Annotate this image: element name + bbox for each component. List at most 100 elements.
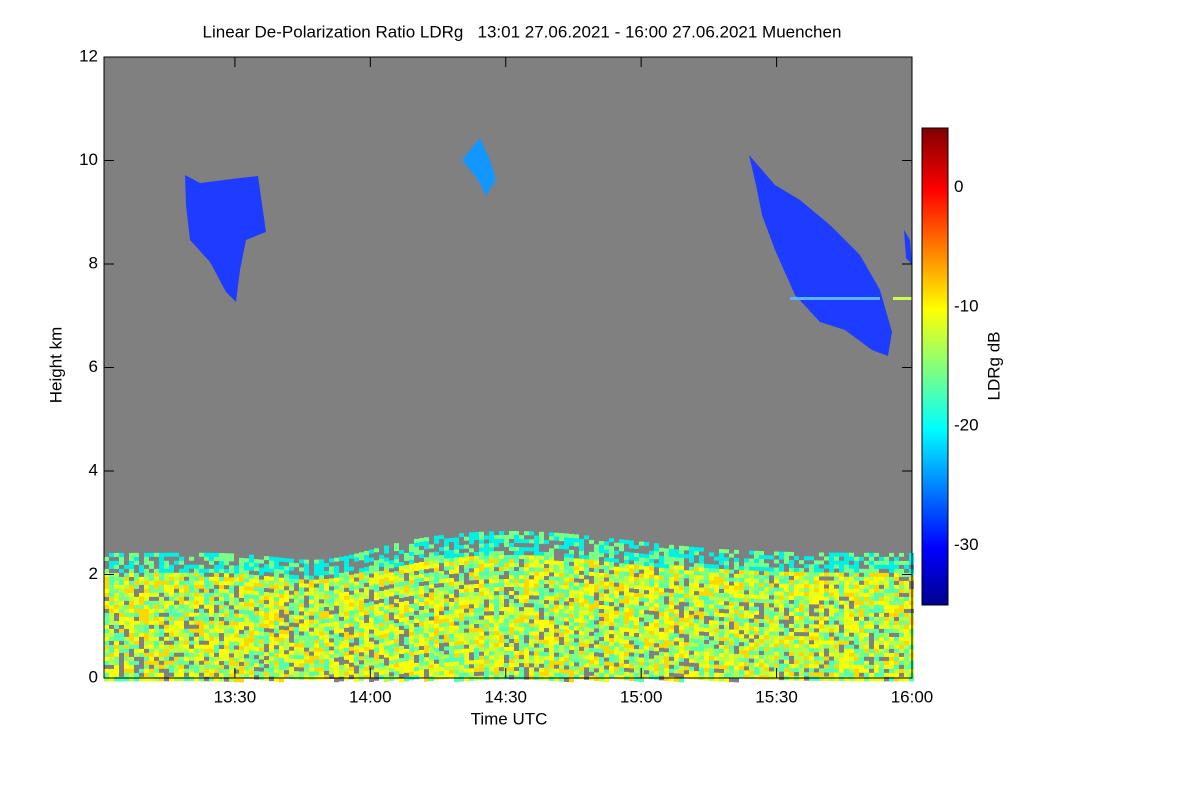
pixel — [754, 666, 759, 672]
pixel — [219, 605, 224, 610]
pixel — [479, 623, 484, 629]
pixel — [384, 577, 389, 583]
pixel — [439, 639, 444, 644]
pixel — [474, 600, 479, 605]
pixel — [434, 615, 439, 621]
pixel — [259, 651, 264, 657]
pixel — [194, 620, 199, 626]
pixel — [119, 568, 124, 574]
pixel — [529, 559, 534, 564]
pixel — [619, 555, 624, 560]
pixel — [449, 642, 454, 647]
pixel — [544, 592, 549, 597]
pixel — [319, 667, 324, 672]
pixel — [124, 664, 129, 670]
pixel — [554, 548, 559, 554]
pixel — [419, 670, 424, 675]
pixel — [709, 588, 714, 593]
pixel — [744, 646, 749, 651]
pixel — [459, 565, 464, 570]
pixel — [449, 594, 454, 599]
pixel — [659, 555, 664, 561]
pixel — [514, 563, 519, 568]
pixel — [654, 659, 659, 664]
pixel — [799, 568, 804, 573]
pixel — [474, 584, 479, 589]
pixel — [144, 596, 149, 602]
pixel — [524, 583, 529, 588]
pixel — [114, 672, 119, 678]
pixel — [214, 640, 219, 646]
pixel — [709, 568, 714, 573]
pixel — [689, 602, 694, 608]
pixel — [624, 623, 629, 629]
pixel — [349, 630, 354, 636]
pixel — [359, 576, 364, 581]
pixel — [639, 617, 644, 623]
pixel — [314, 627, 319, 633]
pixel — [709, 612, 714, 617]
pixel — [669, 640, 674, 646]
pixel — [734, 601, 739, 607]
pixel — [519, 535, 524, 540]
pixel — [809, 600, 814, 605]
pixel — [174, 664, 179, 670]
pixel — [569, 629, 574, 635]
pixel — [254, 663, 259, 668]
pixel — [584, 575, 589, 580]
pixel — [424, 641, 429, 646]
pixel — [639, 585, 644, 591]
pixel — [624, 575, 629, 581]
pixel — [349, 594, 354, 600]
pixel — [104, 620, 109, 626]
pixel — [499, 667, 504, 672]
pixel — [519, 563, 524, 568]
pixel — [569, 577, 574, 583]
pixel — [299, 591, 304, 596]
pixel — [569, 673, 574, 679]
pixel — [449, 646, 454, 651]
pixel — [729, 597, 734, 603]
pixel — [304, 623, 309, 629]
pixel — [734, 665, 739, 671]
pixel — [654, 579, 659, 584]
pixel — [779, 667, 784, 673]
pixel — [564, 569, 569, 574]
pixel — [279, 653, 284, 659]
pixel — [834, 588, 839, 594]
pixel — [209, 624, 214, 630]
pixel — [384, 661, 389, 667]
pixel — [699, 615, 704, 621]
pixel — [119, 604, 124, 610]
pixel — [504, 591, 509, 596]
pixel — [694, 631, 699, 636]
pixel — [654, 547, 659, 552]
pixel — [704, 631, 709, 637]
pixel — [734, 589, 739, 595]
pixel — [284, 670, 289, 675]
pixel — [749, 674, 754, 680]
pixel — [664, 564, 669, 569]
pixel — [149, 668, 154, 674]
pixel — [729, 669, 734, 675]
pixel — [334, 601, 339, 607]
pixel — [499, 575, 504, 580]
pixel — [444, 638, 449, 644]
pixel — [514, 603, 519, 608]
pixel — [824, 612, 829, 618]
pixel — [569, 545, 574, 551]
pixel — [779, 575, 784, 581]
pixel — [414, 606, 419, 612]
pixel — [749, 554, 754, 560]
pixel — [784, 599, 789, 605]
pixel — [789, 627, 794, 633]
pixel — [789, 663, 794, 669]
pixel — [434, 559, 439, 565]
pixel — [454, 545, 459, 551]
pixel — [679, 617, 684, 623]
pixel — [384, 629, 389, 635]
pixel — [284, 582, 289, 587]
pixel — [729, 573, 734, 579]
pixel — [539, 531, 544, 537]
pixel — [359, 676, 364, 681]
